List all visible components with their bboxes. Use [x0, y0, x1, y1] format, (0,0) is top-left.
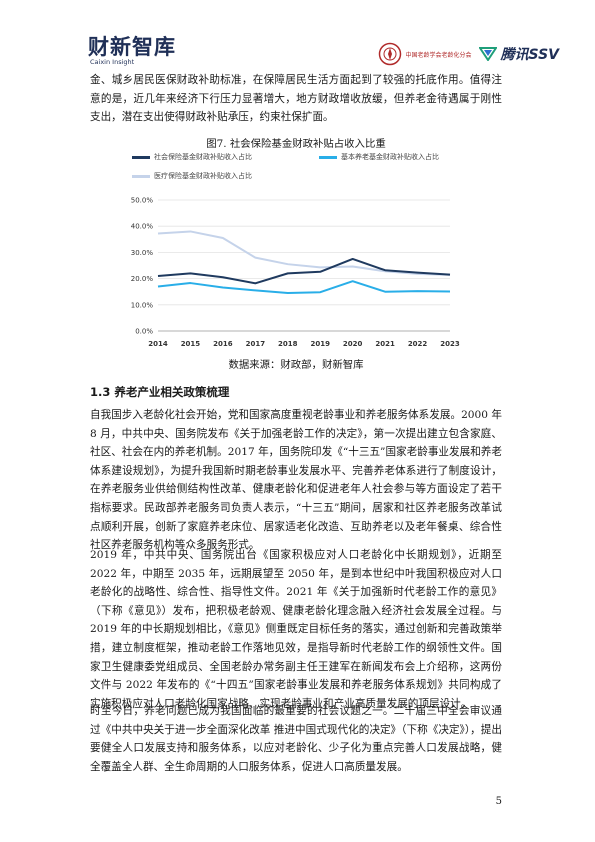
- y-tick-label: 30.0%: [131, 249, 154, 257]
- logo-en-text: Caixin Insight: [90, 58, 135, 66]
- legend-swatch: [319, 155, 337, 159]
- x-tick-label: 2023: [440, 340, 460, 348]
- x-tick-label: 2017: [246, 340, 266, 348]
- legend-item-pension: 基本养老基金财政补贴收入占比: [319, 152, 439, 162]
- legend-swatch: [132, 155, 150, 159]
- partner-logos: 中国老龄学会老龄化分会 腾讯SSV: [378, 42, 559, 66]
- section-title: 1.3 养老产业相关政策梳理: [90, 385, 230, 399]
- legend-item-social-insurance: 社会保险基金财政补贴收入占比: [132, 152, 252, 162]
- legend-label: 医疗保险基金财政补贴收入占比: [154, 172, 252, 180]
- legend-label: 社会保险基金财政补贴收入占比: [154, 153, 252, 161]
- y-tick-label: 0.0%: [135, 328, 153, 336]
- x-tick-label: 2014: [148, 340, 168, 348]
- y-tick-label: 40.0%: [131, 223, 154, 231]
- x-tick-label: 2015: [181, 340, 201, 348]
- x-tick-label: 2022: [408, 340, 428, 348]
- x-tick-label: 2016: [213, 340, 233, 348]
- tencent-ssv-mark-icon: [479, 47, 498, 61]
- series-line-0: [157, 257, 451, 285]
- y-tick-label: 50.0%: [131, 197, 154, 205]
- x-tick-label: 2020: [343, 340, 363, 348]
- x-tick-label: 2018: [278, 340, 298, 348]
- y-tick-label: 10.0%: [131, 301, 154, 309]
- y-tick-label: 20.0%: [131, 275, 154, 283]
- section-paragraph-3: 时至今日，养老问题已成为我国面临的最重要的社会议题之一。二十届三中全会审议通过《…: [90, 705, 502, 773]
- legend-item-medical: 医疗保险基金财政补贴收入占比: [132, 171, 252, 181]
- series-line-1: [157, 280, 451, 295]
- x-tick-label: 2019: [310, 340, 330, 348]
- section-paragraph-1: 自我国步入老龄化社会开始，党和国家高度重视老龄事业和养老服务体系发展。2000 …: [90, 409, 502, 552]
- gerontology-seal-icon: [379, 42, 402, 66]
- figure-title: 图7. 社会保险基金财政补贴占收入比重: [206, 138, 386, 150]
- caixin-insight-logo: 财新智库 Caixin Insight: [88, 36, 176, 66]
- legend-label: 基本养老基金财政补贴收入占比: [341, 153, 439, 161]
- line-chart: 0.0% 10.0% 20.0% 30.0% 40.0% 50.0% 2014 2015 201…: [131, 197, 460, 349]
- x-tick-label: 2021: [375, 340, 395, 348]
- figure-source: 数据来源：财政部，财新智库: [228, 359, 364, 371]
- intro-paragraph: 金、城乡居民医保财政补助标准，在保障居民生活方面起到了较强的托底作用。值得注意的…: [90, 74, 502, 124]
- tencent-ssv-name: 腾讯SSV: [500, 47, 559, 63]
- series-line-2: [157, 230, 451, 276]
- page-number: 5: [495, 796, 502, 807]
- partner-name: 中国老龄学会老龄化分会: [405, 51, 472, 59]
- page-header: 财新智库 Caixin Insight 中国老龄学会老龄化分会 腾讯SSV: [0, 0, 595, 75]
- section-paragraph-2: 2019 年，中共中央、国务院出台《国家积极应对人口老龄化中长期规划》，近期至 …: [90, 549, 502, 710]
- legend-swatch: [132, 174, 150, 178]
- logo-cn-text: 财新智库: [88, 35, 176, 59]
